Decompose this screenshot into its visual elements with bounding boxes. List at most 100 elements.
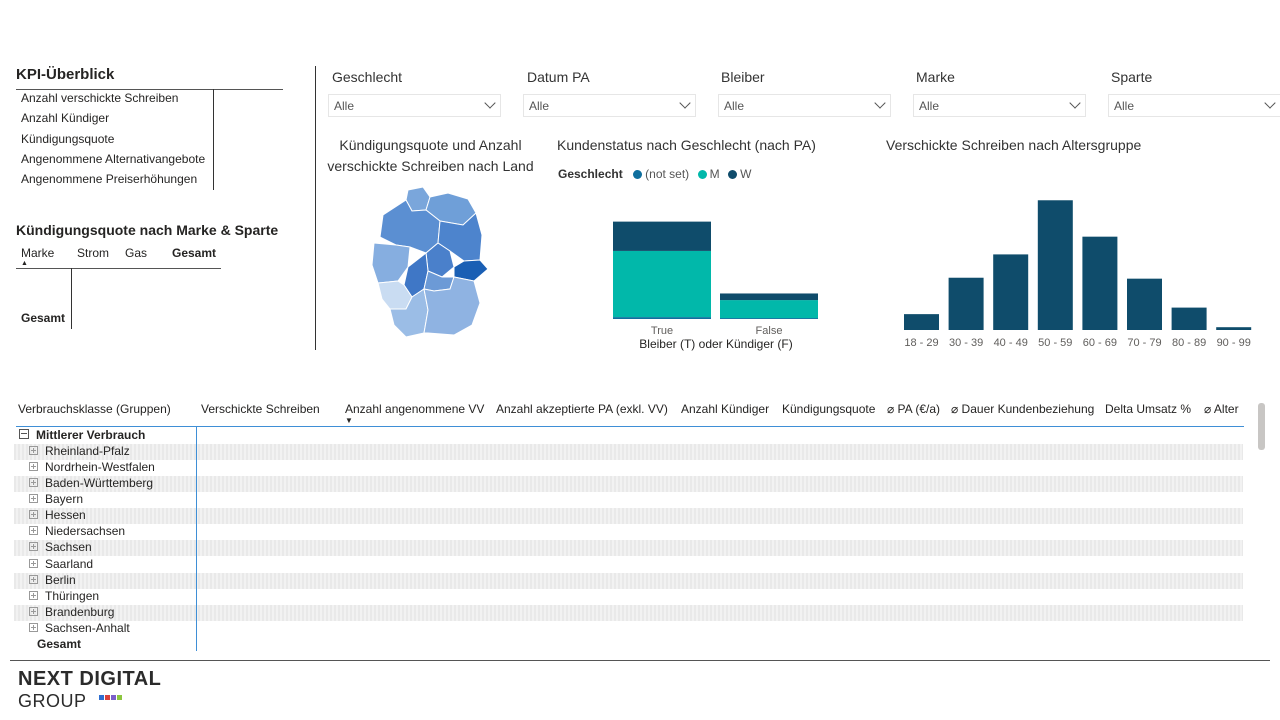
table-header-quote[interactable]: Kündigungsquote [782, 402, 876, 416]
expand-icon[interactable] [29, 591, 38, 600]
legend-dot [697, 170, 707, 179]
table-row[interactable]: Rheinland-Pfalz [14, 444, 1243, 460]
table-row[interactable]: Hessen [14, 508, 1243, 524]
bar-age-90-99[interactable] [1216, 327, 1252, 330]
slicer-marke[interactable]: Alle [913, 94, 1086, 117]
table-header-dauer[interactable]: ⌀ Dauer Kundenbeziehung [951, 402, 1095, 416]
region-by[interactable] [423, 276, 481, 336]
expand-icon[interactable] [29, 575, 38, 584]
expand-icon[interactable] [29, 494, 38, 503]
bar-true-w[interactable] [613, 221, 711, 251]
slicer-label-datum-pa: Datum PA [527, 69, 590, 85]
bar-age-50-59[interactable] [1037, 200, 1073, 330]
table-total-row: Gesamt [37, 637, 82, 651]
expand-icon[interactable] [29, 607, 38, 616]
sort-desc-icon: ▼ [345, 416, 353, 425]
kpi-divider [16, 89, 283, 90]
logo-text-line2: GROUP [18, 691, 87, 711]
expand-icon[interactable] [29, 446, 38, 455]
table-scrollbar[interactable] [1258, 403, 1265, 450]
slicer-label-bleiber: Bleiber [721, 69, 765, 85]
legend-item-m[interactable]: M [697, 167, 720, 181]
bar-false-m[interactable] [720, 300, 818, 319]
collapse-icon[interactable] [19, 429, 29, 439]
slicer-value: Alle [529, 99, 550, 113]
logo-text-line1: NEXT DIGITAL [18, 668, 162, 690]
quote-matrix-title: Kündigungsquote nach Marke & Sparte [16, 222, 279, 238]
logo-square-blue [99, 695, 104, 700]
table-row[interactable]: Nordrhein-Westfalen [14, 460, 1243, 476]
kpi-column-divider [213, 89, 214, 190]
bar-age-30-39[interactable] [948, 277, 984, 330]
table-header-avg-pa[interactable]: ⌀ PA (€/a) [887, 402, 941, 416]
slicer-label-marke: Marke [916, 69, 955, 85]
table-column-divider [196, 427, 197, 651]
expand-icon[interactable] [29, 559, 38, 568]
table-header-pa[interactable]: Anzahl akzeptierte PA (exkl. VV) [496, 402, 668, 416]
x-tick-label: 70 - 79 [1127, 337, 1161, 349]
row-label: Brandenburg [29, 605, 114, 619]
bar-age-70-79[interactable] [1127, 278, 1162, 330]
table-row[interactable]: Sachsen [14, 540, 1243, 556]
table-row[interactable]: Baden-Württemberg [14, 476, 1243, 492]
slicer-bleiber[interactable]: Alle [718, 94, 891, 117]
table-header-delta[interactable]: Delta Umsatz % [1105, 402, 1192, 416]
kpi-row: Angenommene Preiserhöhungen [21, 172, 198, 186]
bar-false-w[interactable] [720, 293, 818, 301]
slicer-value: Alle [919, 99, 940, 113]
slicer-label-geschlecht: Geschlecht [332, 69, 403, 85]
legend-label: (not set) [645, 167, 690, 181]
table-header-kuendiger[interactable]: Anzahl Kündiger [681, 402, 770, 416]
bar-true-not-set[interactable] [613, 317, 711, 319]
legend-item-not-set[interactable]: (not set) [633, 167, 689, 181]
matrix-header-gesamt[interactable]: Gesamt [172, 246, 217, 260]
table-header-verbrauchsklasse[interactable]: Verbrauchsklasse (Gruppen) [18, 402, 171, 416]
row-label: Baden-Württemberg [29, 476, 153, 490]
table-row[interactable]: Bayern [14, 492, 1243, 508]
matrix-header-strom[interactable]: Strom [77, 246, 110, 260]
expand-icon[interactable] [29, 542, 38, 551]
row-label: Saarland [29, 557, 93, 571]
expand-icon[interactable] [29, 526, 38, 535]
x-tick-label: 40 - 49 [994, 337, 1028, 349]
kundenstatus-legend: Geschlecht (not set) M W [558, 165, 751, 183]
slicer-geschlecht[interactable]: Alle [328, 94, 501, 117]
sort-asc-icon: ▲ [21, 260, 28, 267]
matrix-header-divider [16, 268, 221, 269]
expand-icon[interactable] [29, 462, 38, 471]
bar-age-18-29[interactable] [904, 314, 939, 330]
table-row[interactable]: Brandenburg [14, 605, 1243, 621]
table-header-alter[interactable]: ⌀ Alter [1204, 402, 1239, 416]
expand-icon[interactable] [29, 510, 38, 519]
table-row[interactable]: Berlin [14, 573, 1243, 589]
expand-icon[interactable] [29, 478, 38, 487]
slicer-datum-pa[interactable]: Alle [523, 94, 696, 117]
table-row[interactable]: Niedersachsen [14, 524, 1243, 540]
chevron-down-icon [1264, 97, 1276, 109]
slicer-sparte[interactable]: Alle [1108, 94, 1280, 117]
region-nw[interactable] [371, 242, 411, 284]
legend-item-w[interactable]: W [728, 167, 751, 181]
table-row[interactable]: Sachsen-Anhalt [14, 621, 1243, 637]
table-group-row[interactable]: Mittlerer Verbrauch [19, 428, 145, 442]
table-header-schreiben[interactable]: Verschickte Schreiben [201, 402, 320, 416]
map-title: Kündigungsquote und Anzahl verschickte S… [318, 135, 543, 177]
logo-square-green [117, 695, 122, 700]
bar-age-60-69[interactable] [1082, 236, 1118, 330]
bar-age-80-89[interactable] [1171, 307, 1207, 330]
row-label: Berlin [29, 573, 76, 587]
row-label: Thüringen [29, 589, 99, 603]
bar-true-m[interactable] [613, 250, 711, 318]
germany-map[interactable] [368, 185, 493, 345]
expand-icon[interactable] [29, 623, 38, 632]
matrix-header-marke[interactable]: Marke [21, 246, 55, 260]
kpi-row: Anzahl Kündiger [21, 111, 110, 125]
matrix-header-gas[interactable]: Gas [125, 246, 148, 260]
bar-age-40-49[interactable] [993, 254, 1029, 330]
table-row[interactable]: Saarland [14, 557, 1243, 573]
table-header-vv[interactable]: Anzahl angenommene VV [345, 402, 485, 416]
section-divider [315, 66, 316, 350]
bar-false-not-set[interactable] [720, 318, 818, 319]
table-row[interactable]: Thüringen [14, 589, 1243, 605]
